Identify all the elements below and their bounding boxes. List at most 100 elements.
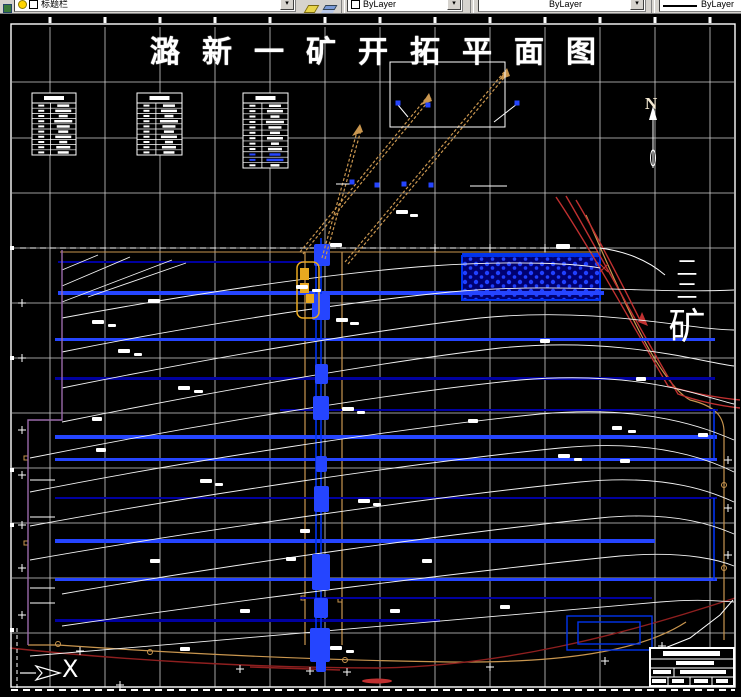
legend-symbol-blob <box>38 109 45 112</box>
survey-cross <box>18 564 26 572</box>
legend-header-blob <box>255 96 276 100</box>
legend-text-blob <box>55 135 72 139</box>
inclined-shaft-line <box>344 70 506 263</box>
legend-text-blob <box>269 153 281 156</box>
linetype-combo-value: ByLayer <box>549 0 583 9</box>
layer-combo-value: 标题栏 <box>41 0 69 9</box>
contour-line <box>61 254 99 271</box>
annotation-blob <box>342 407 354 411</box>
survey-cross <box>486 244 494 252</box>
frame-tick-top <box>158 17 162 23</box>
legend-text-blob <box>57 104 70 107</box>
survey-cross <box>18 426 26 434</box>
inclined-shaft-arrowhead <box>352 124 363 136</box>
legend-symbol-blob <box>143 141 150 143</box>
legend-symbol-blob <box>249 115 256 118</box>
borehole-dot <box>395 100 401 106</box>
lineweight-combo-value: ByLayer <box>701 0 735 9</box>
title-block-text-blob <box>676 661 714 665</box>
legend-symbol-blob <box>143 120 150 123</box>
layer-previous-icon <box>322 5 338 10</box>
annotation-blob <box>96 448 106 452</box>
color-combo-dropdown-arrow[interactable]: ▾ <box>447 0 461 10</box>
legend-symbol-blob <box>143 146 150 149</box>
annotation-blob <box>468 419 478 423</box>
adjacent-mine-char-1: 二 <box>676 257 698 280</box>
mining-level-strip <box>55 497 717 499</box>
legend-text-blob <box>54 120 73 123</box>
annotation-blob <box>200 479 212 483</box>
north-arrow-tail <box>650 149 656 167</box>
frame-tick-top <box>103 17 107 23</box>
layer-combo-dropdown-arrow[interactable]: ▾ <box>280 0 294 10</box>
frame-tick-top <box>433 17 437 23</box>
tan-marker-circle <box>721 565 727 571</box>
frame-tick-top <box>268 17 272 23</box>
legend-text-blob <box>164 114 174 118</box>
color-combo[interactable]: ByLayer ▾ <box>347 0 463 12</box>
legend-text-blob <box>268 104 281 108</box>
legend-symbol-blob <box>249 104 256 107</box>
legend-text-blob <box>55 109 72 113</box>
linetype-combo-dropdown-arrow[interactable]: ▾ <box>630 0 644 10</box>
annotation-blob <box>312 289 321 292</box>
contour-line <box>29 377 735 459</box>
layer-combo[interactable]: 标题栏 ▾ <box>14 0 296 12</box>
annotation-blob <box>350 322 359 325</box>
frame-tick-top <box>653 17 657 23</box>
annotation-blob <box>134 353 142 356</box>
annotation-blob <box>240 609 250 613</box>
leader-line <box>493 103 518 123</box>
legend-symbol-blob <box>38 130 45 133</box>
annotation-blob <box>558 454 570 458</box>
industrial-building <box>300 268 309 280</box>
mining-level-strip <box>55 539 655 543</box>
title-block-text-blob <box>716 679 728 683</box>
survey-cross <box>486 663 494 671</box>
annotation-blob <box>92 417 102 421</box>
shaft-symbol <box>316 456 327 472</box>
borehole-dot <box>428 182 434 188</box>
linetype-combo[interactable]: ByLayer ▾ <box>478 0 646 12</box>
title-block-text-blob <box>694 679 708 683</box>
frame-tick-left <box>10 356 14 360</box>
toolbar-button-stub[interactable] <box>0 0 12 13</box>
make-layer-current-icon <box>303 5 320 13</box>
legend-symbol-blob <box>38 135 45 138</box>
lineweight-combo[interactable]: ByLayer <box>659 0 741 12</box>
survey-cross <box>724 456 732 464</box>
make-layer-current-button[interactable] <box>302 0 320 13</box>
legend-header-blob <box>149 96 170 100</box>
legend-text-blob <box>265 120 284 124</box>
survey-cross <box>18 354 26 362</box>
contour-line <box>29 411 735 493</box>
survey-cross <box>18 299 26 307</box>
toolbar-separator <box>341 0 345 13</box>
red-ellipse-mark <box>362 678 392 684</box>
layer-previous-button[interactable] <box>320 0 338 13</box>
borehole-dot <box>514 100 520 106</box>
annotation-blob <box>698 433 708 437</box>
mining-level-strip <box>58 291 604 295</box>
legend-symbol-blob <box>143 125 150 128</box>
inclined-shaft-line <box>324 129 362 260</box>
legend-text-blob <box>162 104 175 107</box>
boundary-curve-right <box>599 247 666 276</box>
legend-text-blob <box>159 120 178 123</box>
annotation-blob <box>296 285 308 289</box>
borehole-dot <box>425 102 431 108</box>
contour-line <box>61 515 735 595</box>
tan-marker-circle <box>342 657 348 663</box>
legend-text-blob <box>161 146 176 149</box>
shaft-symbol <box>314 244 330 266</box>
frame-tick-top <box>48 17 52 23</box>
survey-cross <box>306 667 314 675</box>
legend-text-blob <box>267 147 282 151</box>
legend-text-blob <box>268 126 282 129</box>
mining-level-strip <box>55 619 440 622</box>
survey-cross <box>601 657 609 665</box>
legend-symbol-blob <box>249 120 256 123</box>
goaf-top-edge <box>462 253 600 256</box>
annotation-blob <box>500 605 510 609</box>
